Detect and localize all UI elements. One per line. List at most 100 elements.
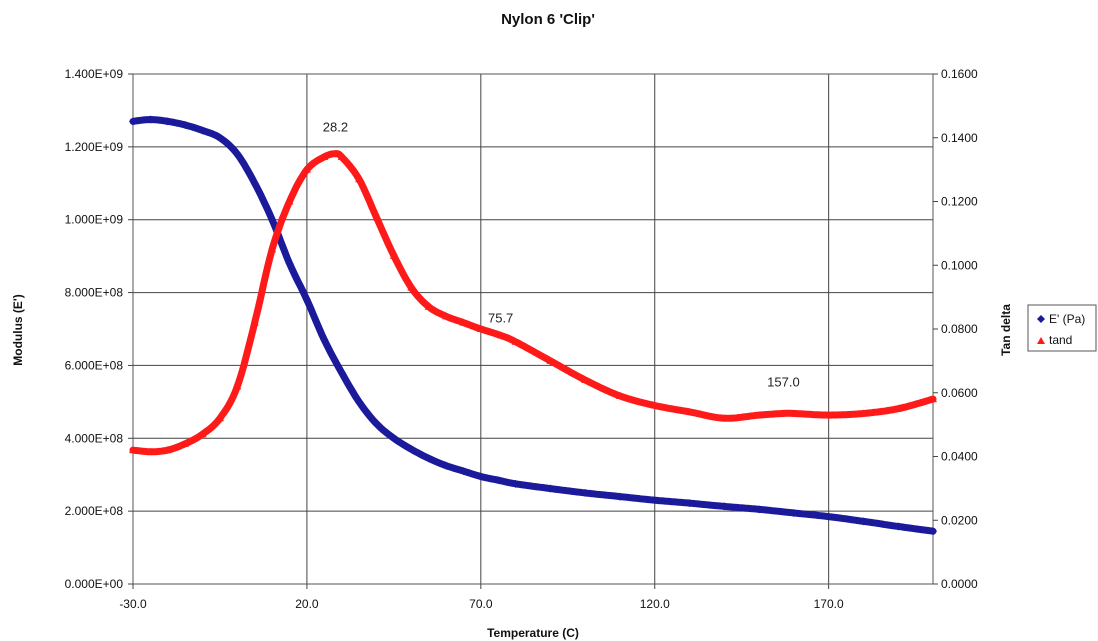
x-tick-label: 170.0 [814,597,844,611]
y2-tick-label: 0.0400 [941,450,978,464]
data-point [685,499,694,508]
data-point [494,476,503,485]
legend-diamond-icon [1037,315,1045,323]
data-point [355,175,364,183]
x-tick-label: 20.0 [295,597,319,611]
data-point [424,302,433,310]
data-point [285,259,294,268]
legend: E' (Pa) tand [1027,304,1097,352]
y2-tick-label: 0.0200 [941,513,978,527]
y2-tick-label: 0.0600 [941,386,978,400]
data-point [233,382,242,390]
data-point [198,126,207,135]
legend-label-e-prime: E' (Pa) [1049,312,1085,326]
y-tick-label: 1.000E+09 [65,213,124,227]
data-point [650,401,659,409]
y2-tick-label: 0.1600 [941,67,978,81]
data-point [302,165,311,173]
data-point [442,461,451,470]
data-point [181,121,190,129]
data-point [250,179,259,188]
data-point [459,467,468,476]
data-point [859,517,868,526]
y-tick-label: 4.000E+08 [65,431,124,445]
data-point [163,117,172,126]
data-point [146,115,155,124]
y2-tick-label: 0.0800 [941,322,978,336]
data-point [615,391,624,399]
data-point [407,445,416,454]
data-point [181,439,190,447]
data-point [929,395,937,403]
data-point [442,312,451,320]
data-point [581,488,590,497]
data-point [859,409,868,417]
data-point [755,411,764,419]
series-layer [129,115,937,536]
data-point [824,512,833,521]
data-point [129,117,137,126]
y-tick-label: 6.000E+08 [65,358,124,372]
data-point [233,150,242,159]
data-point [894,522,903,531]
series-modulus [129,115,937,536]
data-point [337,152,346,160]
data-point [407,283,416,291]
y-tick-label: 8.000E+08 [65,286,124,300]
annotations: 28.2 75.7 157.0 [323,119,800,389]
data-point [215,414,224,422]
y2-tick-label: 0.0000 [941,577,978,591]
data-point [685,407,694,415]
data-point [615,492,624,501]
data-point [215,133,224,142]
x-tick-label: -30.0 [119,597,147,611]
y2-tick-label: 0.1200 [941,195,978,209]
data-point [302,295,311,304]
x-axis-ticks: -30.0 20.0 70.0 120.0 170.0 [119,584,844,611]
y-tick-label: 0.000E+00 [65,577,124,591]
annotation-label: 157.0 [767,374,800,389]
y2-axis-title: Tan delta [999,304,1013,356]
y-tick-label: 1.200E+09 [65,140,124,154]
y2-tick-label: 0.1000 [941,258,978,272]
data-point [459,318,468,326]
data-point [372,213,381,221]
data-point [163,446,172,454]
data-point [511,337,520,345]
legend-label-tand: tand [1049,333,1072,347]
data-point [650,496,659,505]
annotation-label: 28.2 [323,119,348,134]
x-tick-label: 120.0 [640,597,670,611]
grid [132,73,933,585]
data-point [496,331,505,339]
data-point [476,325,485,332]
data-point [268,215,277,224]
series-tand [129,149,937,456]
data-point [355,397,364,406]
y-axis-ticks: 0.000E+00 2.000E+08 4.000E+08 6.000E+08 8.00… [65,67,133,591]
data-point [337,368,346,377]
legend-triangle-icon [1037,337,1045,344]
data-point [476,472,485,481]
data-point [198,430,207,438]
data-point [424,454,433,463]
y-axis-title: Modulus (E') [11,294,25,366]
y-tick-label: 2.000E+08 [65,504,124,518]
data-point [320,152,329,160]
series-line [129,116,937,535]
chart-title: Nylon 6 'Clip' [501,11,595,28]
x-axis-title: Temperature (C) [487,626,579,640]
data-point [320,335,329,344]
data-point [511,479,520,488]
data-point [129,446,137,454]
data-point [720,414,729,422]
data-point [389,434,398,443]
data-point [894,404,903,412]
data-point [789,409,798,417]
data-point [146,447,155,455]
data-point [824,411,833,419]
data-point [779,409,788,417]
data-point [546,484,555,493]
data-point [331,149,340,157]
